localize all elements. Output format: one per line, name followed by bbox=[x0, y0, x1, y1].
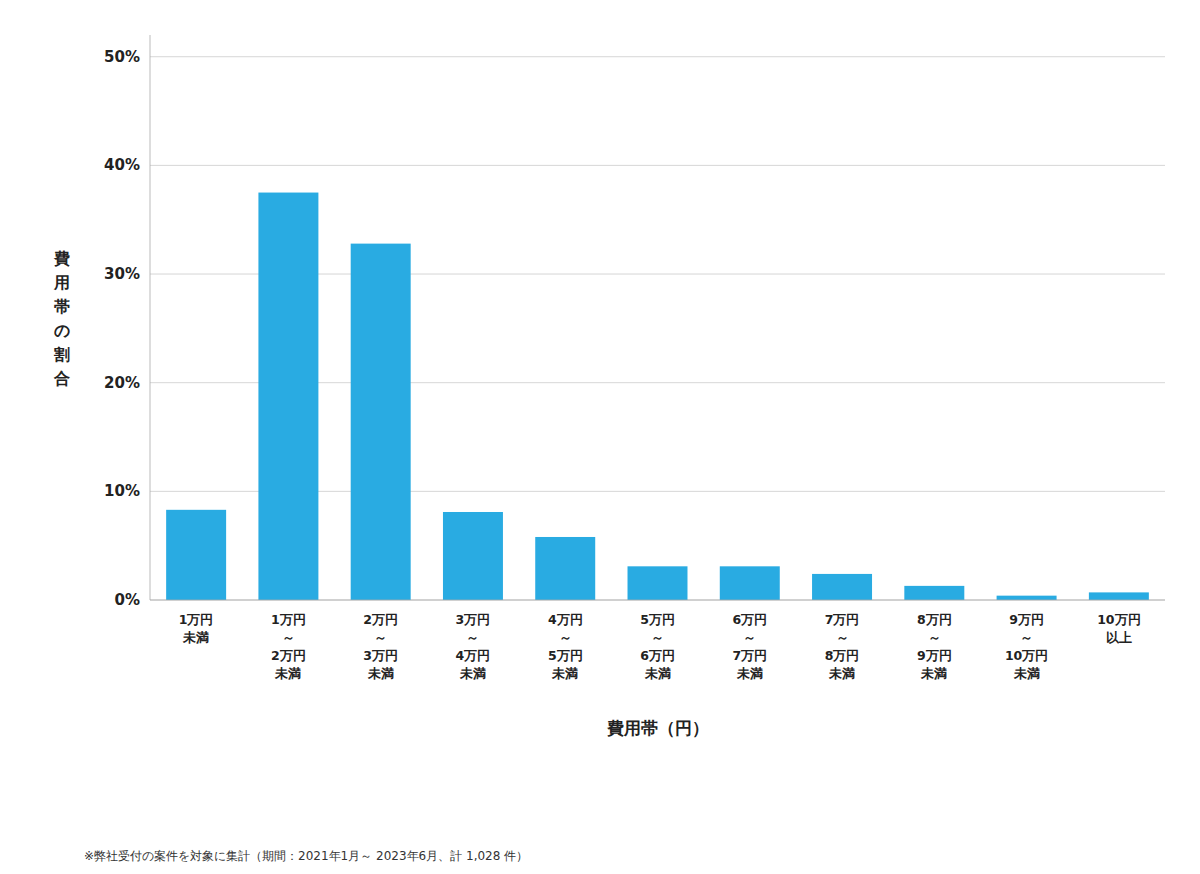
y-ticks: 0% 10% 20% 30% 40% 50% bbox=[104, 48, 140, 609]
x-tick-label-line: ～ bbox=[836, 630, 849, 645]
x-tick-label-line: ～ bbox=[651, 630, 664, 645]
x-tick-label-line: 10万円 bbox=[1097, 612, 1140, 627]
x-tick-label-line: ～ bbox=[374, 630, 387, 645]
y-axis-label: 費用帯の割合 bbox=[53, 248, 70, 387]
bar bbox=[351, 244, 411, 600]
x-tick-label-line: 未満 bbox=[551, 666, 578, 681]
bars bbox=[166, 193, 1149, 600]
grid-line bbox=[150, 165, 1165, 166]
x-tick-label-line: 7万円 bbox=[732, 648, 767, 663]
bar bbox=[720, 566, 780, 600]
x-tick-label-line: ～ bbox=[282, 630, 295, 645]
x-tick-label: 5万円 ～ 6万円未満 bbox=[640, 612, 675, 681]
x-tick-label-line: 4万円 bbox=[456, 648, 491, 663]
x-tick-label-line: ～ bbox=[466, 630, 479, 645]
x-tick-label-line: 6万円 bbox=[732, 612, 767, 627]
x-tick-label-line: 未満 bbox=[644, 666, 671, 681]
x-tick-label-line: 未満 bbox=[920, 666, 947, 681]
x-tick-label-line: 5万円 bbox=[640, 612, 675, 627]
y-axis-label-line: 帯 bbox=[54, 296, 70, 315]
x-tick-label: 6万円 ～ 7万円未満 bbox=[732, 612, 767, 681]
chart-svg: 0%10%20%30%40%50%1万円未満1万円～2万円未満2万円～3万円未満… bbox=[0, 0, 1200, 874]
x-tick-label: 1万円 ～ 2万円未満 bbox=[271, 612, 306, 681]
x-tick-label: 3万円 ～ 4万円未満 bbox=[456, 612, 491, 681]
x-tick-label-line: 1万円 bbox=[271, 612, 306, 627]
x-axis-label: 費用帯（円） bbox=[606, 718, 709, 738]
y-axis-label-line: 割 bbox=[53, 344, 70, 363]
x-tick-label-line: 未満 bbox=[1013, 666, 1040, 681]
x-tick-label: 8万円 ～ 9万円未満 bbox=[917, 612, 952, 681]
x-tick-label-line: ～ bbox=[559, 630, 572, 645]
x-tick-label-line: ～ bbox=[928, 630, 941, 645]
bar bbox=[812, 574, 872, 600]
x-tick-label: 4万円 ～ 5万円未満 bbox=[548, 612, 583, 681]
x-tick-label-line: 未満 bbox=[182, 630, 209, 645]
x-tick-label-line: 2万円 bbox=[363, 612, 398, 627]
bar bbox=[535, 537, 595, 600]
x-tick-label-line: 8万円 bbox=[825, 648, 860, 663]
background bbox=[0, 0, 1200, 874]
x-tick-label-line: ～ bbox=[1020, 630, 1033, 645]
x-tick-label-line: 3万円 bbox=[363, 648, 398, 663]
y-axis-line bbox=[150, 35, 151, 600]
x-tick-label-line: 未満 bbox=[367, 666, 394, 681]
chart-container: 0%10%20%30%40%50%1万円未満1万円～2万円未満2万円～3万円未満… bbox=[0, 0, 1200, 874]
y-tick-label: 0% bbox=[115, 591, 140, 609]
x-tick-label-line: 5万円 bbox=[548, 648, 583, 663]
bar bbox=[1089, 592, 1149, 600]
x-tick-label-line: 未満 bbox=[274, 666, 301, 681]
grid-line bbox=[150, 56, 1165, 57]
bar bbox=[443, 512, 503, 600]
y-tick-label: 40% bbox=[104, 156, 140, 174]
x-tick-label-line: 7万円 bbox=[825, 612, 860, 627]
x-tick-label-line: 6万円 bbox=[640, 648, 675, 663]
x-tick-labels: 1万円未満1万円～2万円未満2万円～3万円未満3万円～4万円未満4万円～5万円未… bbox=[179, 612, 1141, 681]
x-tick-label-line: 未満 bbox=[828, 666, 855, 681]
x-tick-label-line: 3万円 bbox=[456, 612, 491, 627]
x-tick-label-line: 未満 bbox=[736, 666, 763, 681]
x-tick-label: 9万円 ～ 10万円未満 bbox=[1005, 612, 1048, 681]
x-axis-line bbox=[150, 600, 1165, 601]
bar bbox=[997, 596, 1057, 600]
y-tick-label: 10% bbox=[104, 482, 140, 500]
x-tick-label-line: 9万円 bbox=[1009, 612, 1044, 627]
y-axis-label-line: 費 bbox=[53, 248, 70, 267]
x-tick-label: 1万円未満 bbox=[179, 612, 214, 645]
x-tick-label-line: 9万円 bbox=[917, 648, 952, 663]
x-tick-label: 10万円以上 bbox=[1097, 612, 1140, 645]
y-axis-label-line: 合 bbox=[53, 368, 70, 387]
bar bbox=[166, 510, 226, 600]
x-tick-label-line: 4万円 bbox=[548, 612, 583, 627]
x-tick-label-line: 未満 bbox=[459, 666, 486, 681]
y-grid bbox=[150, 57, 1165, 600]
x-tick-label: 2万円 ～ 3万円未満 bbox=[363, 612, 398, 681]
footnote: ※弊社受付の案件を対象に集計（期間：2021年1月～ 2023年6月、計 1,0… bbox=[84, 849, 528, 863]
x-tick-label-line: 1万円 bbox=[179, 612, 214, 627]
y-tick-label: 20% bbox=[104, 374, 140, 392]
y-tick-label: 50% bbox=[104, 48, 140, 66]
grid-line bbox=[150, 600, 1165, 601]
bar bbox=[258, 193, 318, 600]
y-axis-label-line: の bbox=[54, 320, 70, 339]
x-tick-label-line: 以上 bbox=[1106, 630, 1132, 645]
y-axis-label-line: 用 bbox=[53, 272, 70, 291]
bar bbox=[628, 566, 688, 600]
x-tick-label-line: ～ bbox=[743, 630, 756, 645]
x-tick-label-line: 2万円 bbox=[271, 648, 306, 663]
x-tick-label-line: 10万円 bbox=[1005, 648, 1048, 663]
x-tick-label: 7万円 ～ 8万円未満 bbox=[825, 612, 860, 681]
x-tick-label-line: 8万円 bbox=[917, 612, 952, 627]
y-tick-label: 30% bbox=[104, 265, 140, 283]
bar bbox=[904, 586, 964, 600]
